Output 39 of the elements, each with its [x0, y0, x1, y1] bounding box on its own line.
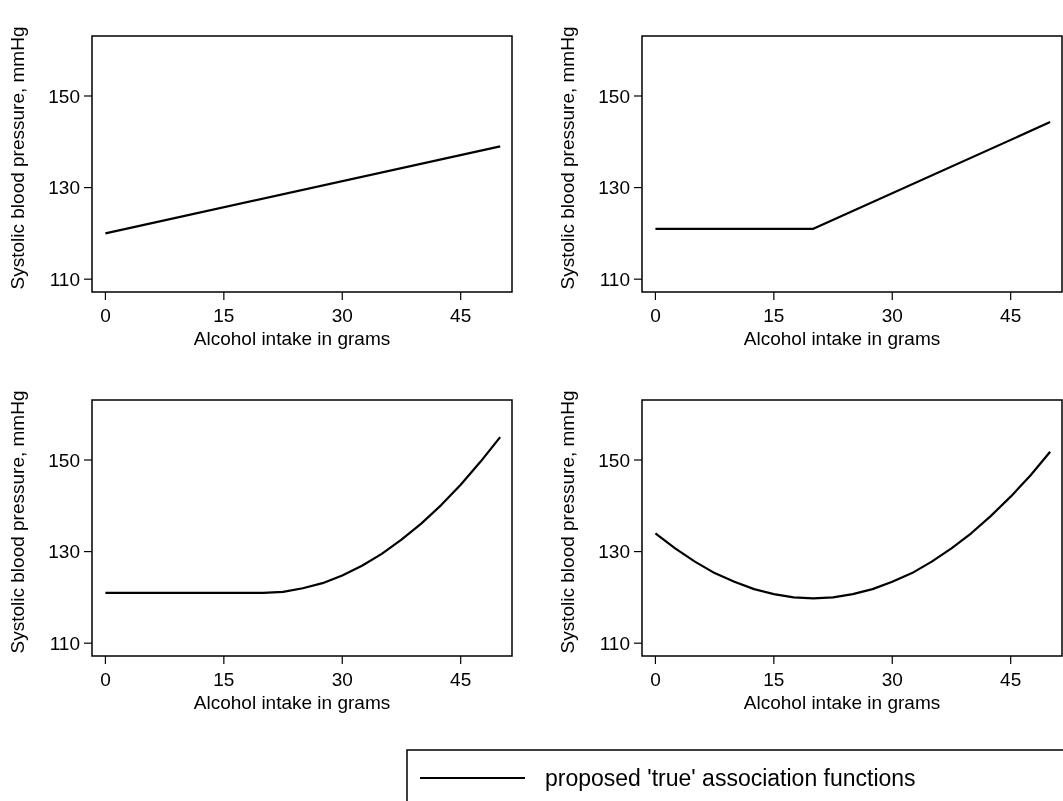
x-tick-label: 15: [763, 305, 785, 326]
y-tick-label: 150: [598, 85, 630, 107]
x-tick-label: 0: [100, 669, 111, 690]
x-tick-label: 30: [881, 669, 903, 690]
x-tick-label: 30: [331, 669, 353, 690]
legend-label: proposed 'true' association functions: [545, 765, 916, 792]
x-tick-label: 45: [1000, 305, 1022, 326]
y-axis-title: Systolic blood pressure, mmHg: [7, 390, 28, 654]
y-tick-label: 110: [599, 632, 630, 654]
x-axis-title: Alcohol intake in grams: [743, 692, 941, 713]
x-tick-label: 15: [763, 669, 785, 690]
line-series: [654, 450, 1052, 600]
y-tick-label: 110: [599, 268, 630, 290]
x-tick-label: 0: [100, 305, 111, 326]
x-tick-label: 15: [213, 305, 235, 326]
y-axis-title: Systolic blood pressure, mmHg: [557, 390, 578, 654]
y-tick-label: 130: [48, 541, 80, 563]
y-tick-label: 130: [598, 177, 630, 199]
y-axis-title: Systolic blood pressure, mmHg: [557, 26, 578, 290]
x-axis-title: Alcohol intake in grams: [193, 692, 391, 713]
x-tick-label: 0: [650, 669, 661, 690]
x-tick-label: 45: [1000, 669, 1022, 690]
y-axis-title: Systolic blood pressure, mmHg: [7, 26, 28, 290]
y-tick-label: 150: [48, 449, 80, 471]
x-tick-label: 30: [331, 305, 353, 326]
y-tick-label: 130: [48, 177, 80, 199]
x-tick-label: 30: [881, 305, 903, 326]
y-tick-label: 130: [598, 541, 630, 563]
x-tick-label: 0: [650, 305, 661, 326]
x-tick-label: 45: [450, 669, 472, 690]
x-axis-title: Alcohol intake in grams: [743, 328, 941, 349]
x-axis-title: Alcohol intake in grams: [193, 328, 391, 349]
y-tick-label: 150: [48, 85, 80, 107]
x-tick-label: 15: [213, 669, 235, 690]
line-series: [104, 436, 502, 594]
y-tick-label: 110: [49, 268, 80, 290]
x-tick-label: 45: [450, 305, 472, 326]
y-tick-label: 150: [598, 449, 630, 471]
y-tick-label: 110: [49, 632, 80, 654]
